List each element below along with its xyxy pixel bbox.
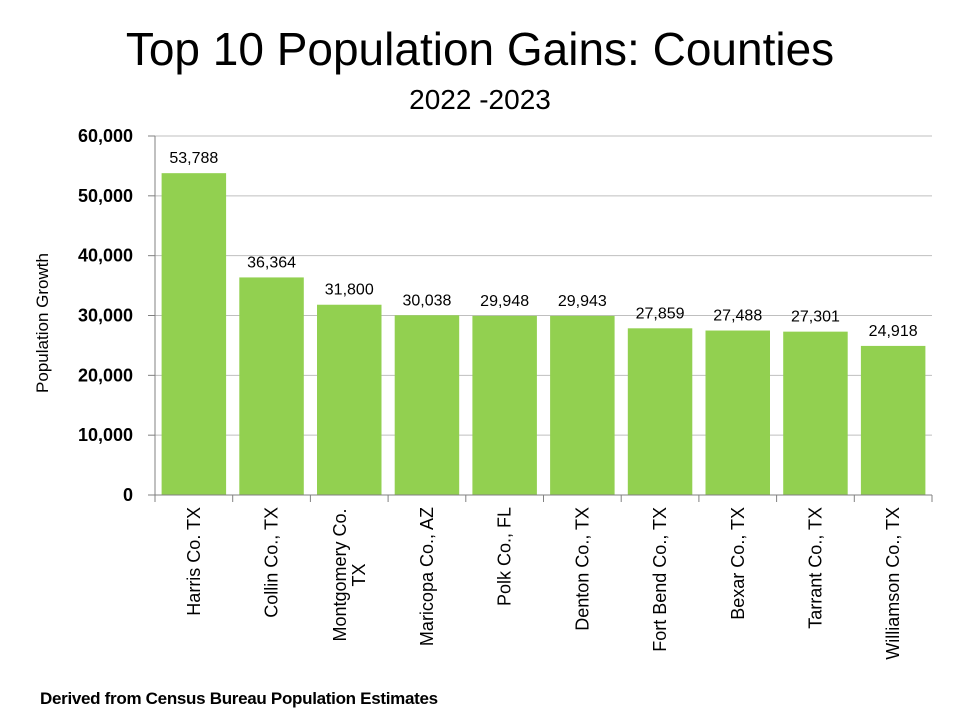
x-tick-label-line: Bexar Co., TX [728,507,748,620]
x-tick-label: Maricopa Co., AZ [417,507,437,646]
x-tick-label: Polk Co., FL [495,507,515,606]
x-tick-label: Collin Co., TX [262,507,282,618]
bar [783,331,848,495]
x-tick-label: Williamson Co., TX [883,507,903,660]
x-tick-label-line: TX [349,563,369,586]
x-tick-label: Montgomery Co. TX [330,508,369,641]
data-label: 24,918 [869,323,918,340]
chart-title: Top 10 Population Gains: Counties [125,23,835,75]
data-label: 53,788 [169,150,218,167]
bar [860,345,926,495]
y-tick-label: 10,000 [78,425,133,445]
bar [627,328,693,495]
y-tick-label: 30,000 [78,306,133,326]
bar [161,173,227,496]
x-tick-label-line: Polk Co., FL [495,507,515,606]
data-label: 31,800 [325,282,374,299]
y-tick-labels: 0 10,000 20,000 30,000 40,000 50,000 60,000 [78,126,133,505]
data-label: 27,301 [791,309,840,326]
x-tick-label-line: Williamson Co., TX [883,507,903,660]
x-tick-label-line: Tarrant Co., TX [805,507,825,629]
data-label: 36,364 [247,254,296,271]
x-tick-label-line: Collin Co., TX [262,507,282,618]
y-tick-label: 40,000 [78,246,133,266]
x-tick-label-line: Montgomery Co. [330,508,350,641]
x-tick-label: Tarrant Co., TX [805,507,825,629]
x-tick-label: Bexar Co., TX [728,507,748,620]
bar [550,315,615,495]
x-tick-labels: Harris Co. TX Collin Co., TX Montgomery Co… [184,507,903,660]
axes [148,135,933,502]
data-label: 30,038 [402,292,451,309]
x-tick-label: Fort Bend Co., TX [650,507,670,652]
x-tick-label: Harris Co. TX [184,507,204,616]
data-label: 29,948 [480,293,529,310]
x-tick-label-line: Harris Co. TX [184,507,204,616]
y-tick-label: 50,000 [78,186,133,206]
bar [239,277,304,495]
x-tick-label-line: Fort Bend Co., TX [650,507,670,652]
data-label: 27,488 [713,308,762,325]
y-axis-label: Population Growth [33,253,52,393]
x-tick-label-line: Denton Co., TX [572,507,592,631]
bars [161,173,926,496]
bar [472,315,537,495]
bar [705,330,770,495]
y-tick-label: 60,000 [78,126,133,146]
chart-subtitle: 2022 -2023 [409,84,551,115]
x-tick-label: Denton Co., TX [572,507,592,631]
y-tick-label: 0 [123,485,133,505]
source-note: Derived from Census Bureau Population Es… [40,689,438,708]
data-label: 29,943 [558,293,607,310]
data-labels: 53,788 36,364 31,800 30,038 29,948 29,943 27,8… [169,150,917,340]
data-label: 27,859 [636,305,685,322]
x-tick-label-line: Maricopa Co., AZ [417,507,437,646]
bar [394,315,460,495]
bar [317,304,382,495]
y-tick-label: 20,000 [78,365,133,385]
